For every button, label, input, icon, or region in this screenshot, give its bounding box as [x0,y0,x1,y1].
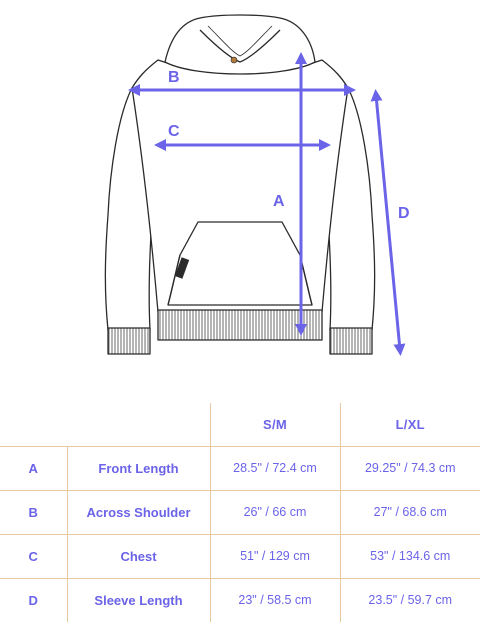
table-row: A Front Length 28.5" / 72.4 cm 29.25" / … [0,446,480,491]
row-measurement: Sleeve Length [67,578,211,622]
dimension-d-label: D [398,205,410,222]
hoodie-drawing [104,14,376,355]
header-blank [0,403,67,447]
row-letter: A [0,446,68,491]
row-value-lxl: 29.25" / 74.3 cm [340,446,480,491]
row-letter: D [0,578,68,622]
table-header-row: S/M L/XL [0,403,480,447]
left-cuff [107,327,151,355]
row-value-lxl: 53" / 134.6 cm [340,534,480,579]
table-row: C Chest 51" / 129 cm 53" / 134.6 cm [0,534,480,579]
header-blank-measure [67,403,211,447]
row-value-sm: 28.5" / 72.4 cm [210,446,341,491]
row-value-lxl: 27" / 68.6 cm [340,490,480,535]
size-chart-table: S/M L/XL A Front Length 28.5" / 72.4 cm … [0,403,480,622]
row-value-lxl: 23.5" / 59.7 cm [368,593,453,608]
dimension-a-label: A [273,193,285,210]
dimension-b-label: B [168,69,180,86]
hoodie-illustration: B C A D [104,14,410,356]
table-row: B Across Shoulder 26" / 66 cm 27" / 68.6… [0,490,480,535]
row-measurement: Chest [67,534,211,579]
dimension-c-label: C [168,123,180,140]
pocket-tab [174,257,190,279]
table-row: D Sleeve Length 23" / 58.5 cm 23.5" / 59… [0,578,480,622]
header-size-sm: S/M [210,403,341,447]
dimension-d-line [370,89,406,356]
row-value-sm: 51" / 129 cm [210,534,341,579]
hood-button [230,56,238,64]
row-value-sm: 26" / 66 cm [210,490,341,535]
row-measurement: Front Length [67,446,211,491]
row-letter: B [0,490,68,535]
waistband [157,309,323,341]
row-letter: C [0,534,68,579]
right-cuff [329,327,373,355]
header-size-lxl: L/XL [340,403,480,447]
hood [164,14,316,75]
row-value-sm: 23" / 58.5 cm [210,578,341,622]
row-measurement: Across Shoulder [67,490,211,535]
